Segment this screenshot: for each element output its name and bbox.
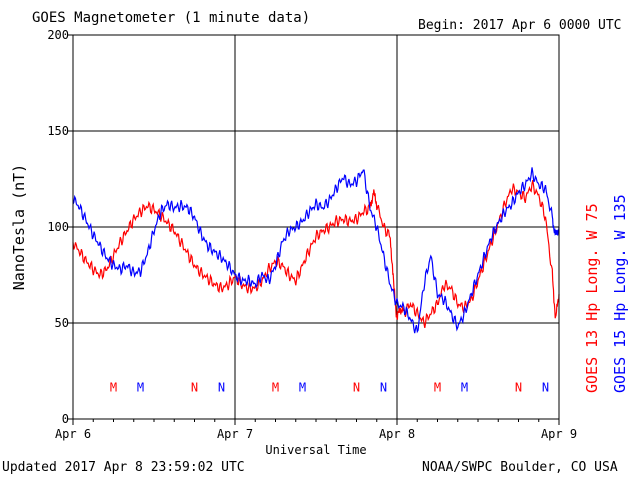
- series-line-goes13: [72, 179, 560, 329]
- local-time-marker-m: M: [110, 380, 117, 394]
- x-tick-label: Apr 8: [379, 427, 415, 441]
- local-time-marker-n: N: [380, 380, 387, 394]
- y-tick-label: 50: [55, 316, 69, 330]
- local-time-marker-n: N: [218, 380, 225, 394]
- y-tick-label: 150: [47, 124, 69, 138]
- local-time-marker-m: M: [434, 380, 441, 394]
- x-tick-label: Apr 6: [55, 427, 91, 441]
- local-time-marker-n: N: [191, 380, 198, 394]
- legend-goes13: GOES 13 Hp Long. W 75: [583, 203, 601, 393]
- series-line-goes15: [72, 167, 560, 334]
- local-time-marker-m: M: [137, 380, 144, 394]
- local-time-marker-n: N: [353, 380, 360, 394]
- local-time-marker-m: M: [272, 380, 279, 394]
- x-tick-label: Apr 7: [217, 427, 253, 441]
- local-time-marker-m: M: [461, 380, 468, 394]
- updated-time: Updated 2017 Apr 8 23:59:02 UTC: [2, 460, 245, 475]
- local-time-marker-n: N: [542, 380, 549, 394]
- chart-title: GOES Magnetometer (1 minute data): [32, 10, 311, 26]
- local-time-marker-n: N: [515, 380, 522, 394]
- source-credit: NOAA/SWPC Boulder, CO USA: [422, 460, 618, 475]
- y-tick-label: 0: [62, 412, 69, 426]
- x-axis-label: Universal Time: [265, 443, 366, 457]
- local-time-marker-m: M: [299, 380, 306, 394]
- y-axis-label: NanoTesla (nT): [10, 164, 28, 290]
- plot-frame: [72, 34, 560, 420]
- begin-time: Begin: 2017 Apr 6 0000 UTC: [418, 18, 622, 33]
- legend-goes15: GOES 15 Hp Long. W 135: [611, 194, 629, 393]
- y-tick-label: 100: [47, 220, 69, 234]
- x-tick-label: Apr 9: [541, 427, 577, 441]
- y-tick-label: 200: [47, 28, 69, 42]
